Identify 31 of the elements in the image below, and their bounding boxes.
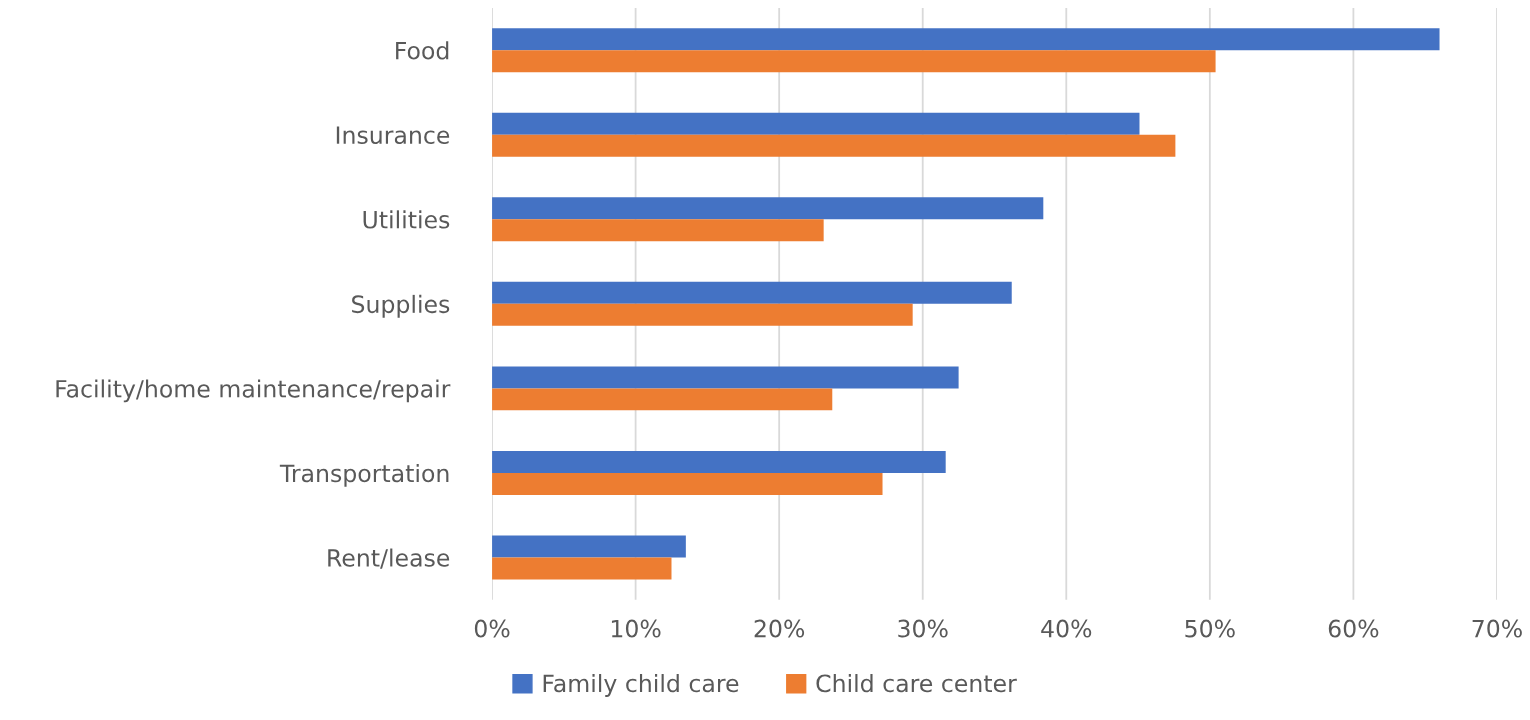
x-tick-label: 30% [898, 619, 948, 638]
bar [492, 557, 672, 580]
bar [492, 197, 1044, 220]
x-tick-label: 0% [474, 619, 510, 638]
y-tick-label: Food [396, 41, 449, 60]
bar [492, 134, 1176, 157]
bar [492, 28, 1440, 51]
legend-label: Family child care [543, 674, 739, 697]
y-tick-label: Utilities [363, 210, 450, 229]
bar [492, 472, 883, 495]
bar [492, 366, 959, 389]
y-tick-label: Supplies [352, 294, 450, 318]
x-tick-label: 60% [1328, 619, 1379, 638]
x-tick-label: 20% [754, 619, 805, 638]
bar [492, 50, 1216, 73]
y-tick-label: Rent/lease [328, 548, 450, 569]
x-tick-label: 40% [1041, 619, 1092, 638]
y-tick-label: Transportation [279, 463, 449, 487]
y-tick-label: Insurance [336, 126, 450, 145]
y-tick-label: Facility/home maintenance/repair [56, 379, 451, 403]
x-tick-label: 70% [1472, 619, 1522, 638]
bar [492, 450, 946, 473]
bar [492, 535, 686, 558]
bar [492, 388, 833, 411]
bar [492, 281, 1012, 304]
x-tick-label: 10% [611, 619, 661, 638]
bar [492, 219, 824, 242]
bar [492, 303, 913, 326]
bar [492, 112, 1140, 135]
x-tick-label: 50% [1185, 619, 1235, 638]
legend-label: Child care center [816, 674, 1017, 693]
